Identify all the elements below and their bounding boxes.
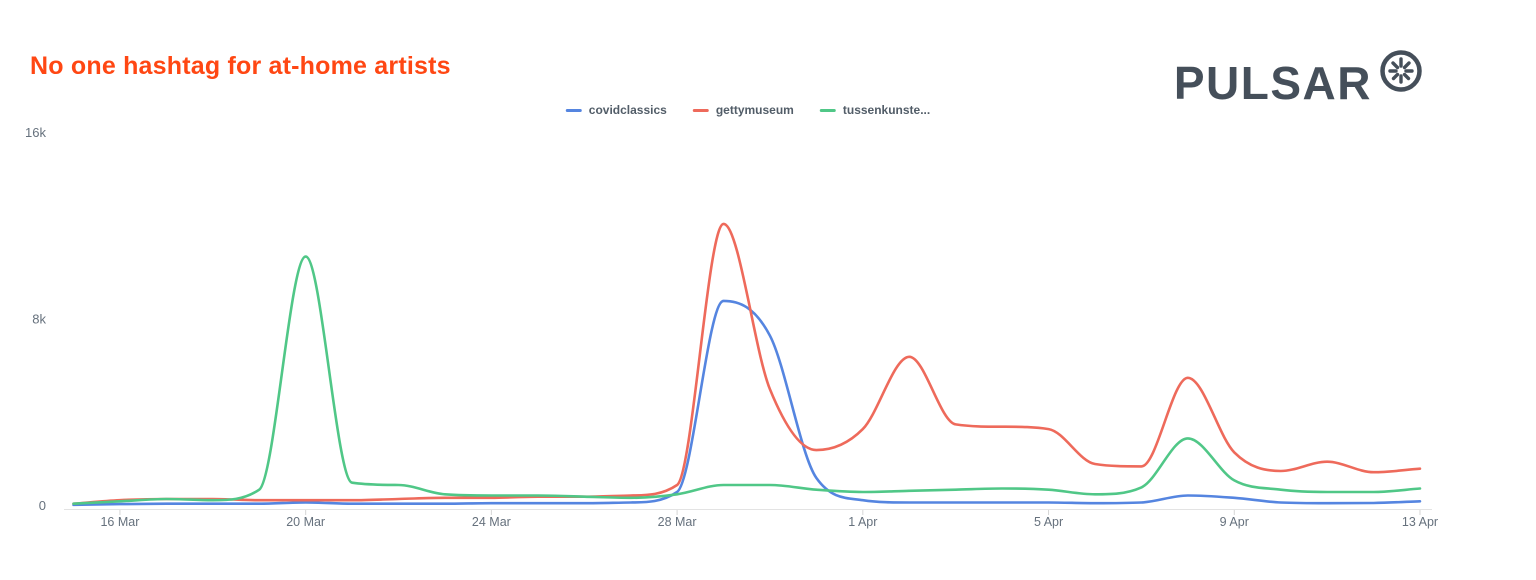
y-tick-label: 0 — [39, 498, 46, 513]
legend-label: tussenkunste... — [842, 103, 931, 117]
pulsar-logo: PULSAR — [1174, 48, 1424, 106]
series-line-tussenkunste — [72, 255, 1422, 505]
y-tick-label: 8k — [32, 312, 46, 327]
x-tick-label: 13 Apr — [1402, 515, 1438, 529]
legend-label: gettymuseum — [715, 103, 794, 117]
x-tick-label: 20 Mar — [286, 515, 325, 529]
chart-title: No one hashtag for at-home artists — [30, 52, 451, 80]
x-tick-label: 28 Mar — [658, 515, 697, 529]
legend-marker — [565, 108, 582, 112]
x-tick-label: 9 Apr — [1220, 515, 1249, 529]
x-tick-label: 24 Mar — [472, 515, 511, 529]
pulsar-logo-icon — [1380, 50, 1422, 92]
chart-legend: covidclassics gettymuseum tussenkunste... — [565, 103, 931, 117]
legend-item-gettymuseum[interactable]: gettymuseum — [692, 103, 794, 117]
legend-item-tussenkunste[interactable]: tussenkunste... — [819, 103, 931, 117]
x-tick-label: 1 Apr — [848, 515, 877, 529]
x-tick-label: 5 Apr — [1034, 515, 1063, 529]
series-line-gettymuseum — [72, 222, 1422, 505]
legend-label: covidclassics — [588, 103, 667, 117]
x-tick-label: 16 Mar — [100, 515, 139, 529]
legend-item-covidclassics[interactable]: covidclassics — [565, 103, 667, 117]
pulsar-wordmark: PULSAR — [1173, 57, 1372, 109]
legend-marker — [819, 108, 836, 112]
y-tick-label: 16k — [25, 125, 46, 140]
legend-marker — [692, 108, 709, 112]
series-line-covidclassics — [72, 299, 1422, 507]
